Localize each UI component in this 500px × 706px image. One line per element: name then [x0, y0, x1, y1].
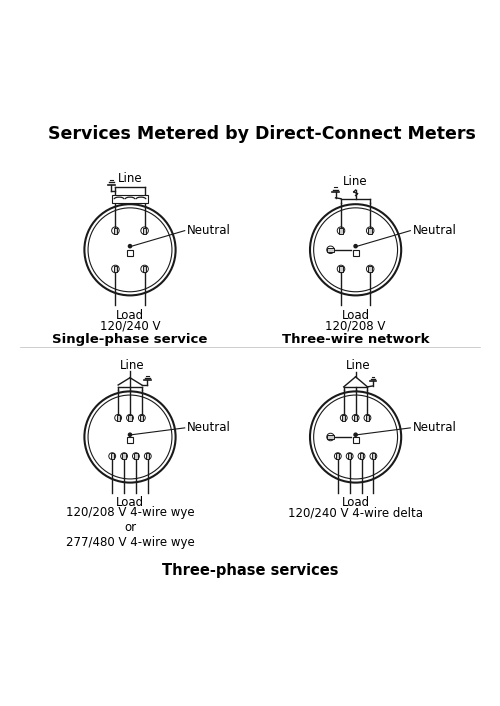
- Text: 120/208 V: 120/208 V: [326, 319, 386, 332]
- FancyBboxPatch shape: [328, 435, 334, 438]
- Text: Line: Line: [346, 359, 370, 372]
- Circle shape: [310, 204, 401, 295]
- Bar: [112, 195, 148, 203]
- FancyBboxPatch shape: [340, 227, 343, 234]
- Text: Three-wire network: Three-wire network: [282, 333, 430, 346]
- Circle shape: [354, 244, 357, 248]
- FancyBboxPatch shape: [128, 415, 132, 421]
- Text: Neutral: Neutral: [187, 421, 231, 434]
- FancyBboxPatch shape: [348, 453, 352, 459]
- Text: Load: Load: [342, 496, 369, 509]
- Text: 120/240 V: 120/240 V: [100, 319, 160, 332]
- FancyBboxPatch shape: [143, 266, 146, 272]
- Bar: [127, 250, 133, 256]
- Bar: [352, 437, 358, 443]
- FancyBboxPatch shape: [134, 453, 138, 459]
- Text: 120/208 V 4-wire wye
or
277/480 V 4-wire wye: 120/208 V 4-wire wye or 277/480 V 4-wire…: [66, 506, 194, 549]
- Bar: [352, 250, 358, 256]
- Bar: [127, 437, 133, 443]
- Text: Load: Load: [116, 496, 144, 509]
- FancyBboxPatch shape: [122, 453, 126, 459]
- Circle shape: [84, 204, 176, 295]
- FancyBboxPatch shape: [340, 266, 343, 272]
- Circle shape: [354, 433, 357, 436]
- FancyBboxPatch shape: [328, 248, 334, 251]
- Text: Services Metered by Direct-Connect Meters: Services Metered by Direct-Connect Meter…: [48, 125, 476, 143]
- FancyBboxPatch shape: [366, 415, 369, 421]
- FancyBboxPatch shape: [140, 415, 143, 421]
- Text: 120/240 V 4-wire delta: 120/240 V 4-wire delta: [288, 506, 423, 520]
- Text: Neutral: Neutral: [412, 224, 457, 237]
- FancyBboxPatch shape: [368, 266, 372, 272]
- Text: Line: Line: [344, 175, 368, 188]
- FancyBboxPatch shape: [116, 415, 119, 421]
- FancyBboxPatch shape: [114, 227, 117, 234]
- Circle shape: [128, 244, 132, 248]
- FancyBboxPatch shape: [368, 227, 372, 234]
- Text: Load: Load: [342, 309, 369, 322]
- FancyBboxPatch shape: [110, 453, 114, 459]
- FancyBboxPatch shape: [354, 415, 357, 421]
- FancyBboxPatch shape: [143, 227, 146, 234]
- Circle shape: [84, 391, 176, 483]
- Text: Load: Load: [116, 309, 144, 322]
- FancyBboxPatch shape: [342, 415, 345, 421]
- FancyBboxPatch shape: [372, 453, 375, 459]
- Circle shape: [310, 391, 401, 483]
- Text: Neutral: Neutral: [412, 421, 457, 434]
- Text: Line: Line: [118, 172, 142, 185]
- FancyBboxPatch shape: [114, 266, 117, 272]
- Circle shape: [128, 433, 132, 436]
- FancyBboxPatch shape: [360, 453, 363, 459]
- Text: Line: Line: [120, 359, 144, 372]
- FancyBboxPatch shape: [336, 453, 340, 459]
- Text: Three-phase services: Three-phase services: [162, 563, 338, 578]
- Text: Single-phase service: Single-phase service: [52, 333, 208, 346]
- FancyBboxPatch shape: [146, 453, 150, 459]
- Text: Neutral: Neutral: [187, 224, 231, 237]
